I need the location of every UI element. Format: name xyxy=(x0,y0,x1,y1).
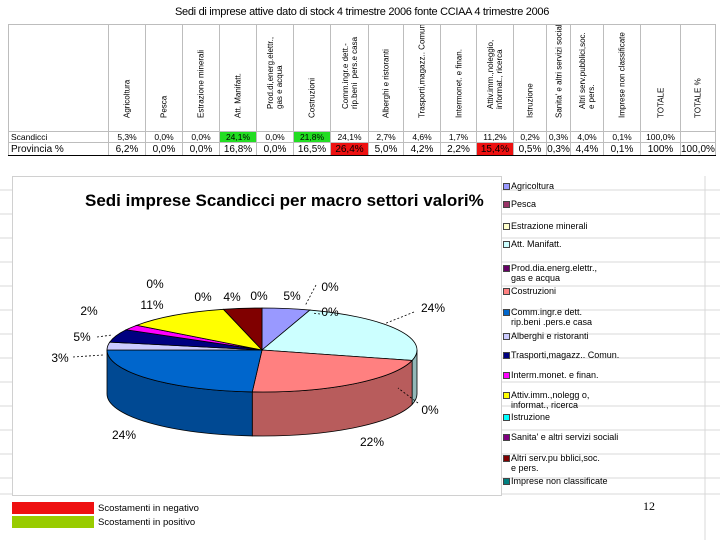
table-cell: 100,0% xyxy=(680,142,716,156)
column-header: Imprese non classificate xyxy=(603,24,641,132)
legend-label: Agricoltura xyxy=(511,181,555,191)
legend-swatch xyxy=(503,352,510,359)
legend-swatch xyxy=(503,288,510,295)
legend-swatch xyxy=(503,201,510,208)
pie-slice xyxy=(106,349,263,393)
legend-swatch xyxy=(503,392,510,399)
pie-data-label: 4% xyxy=(223,290,241,304)
pie-data-label: 2% xyxy=(80,304,98,318)
legend-swatch xyxy=(503,265,510,272)
sector-table: Agricoltura Pesca Estrazione minerali Att. … xyxy=(8,24,716,156)
pie-data-label: 0% xyxy=(194,290,212,304)
chart-legend: Agricoltura Pesca Estrazione minerali Att. … xyxy=(500,176,700,494)
legend-label: Prod.dia.energ.elettr., gas e acqua xyxy=(511,263,598,283)
pie-data-label: 0% xyxy=(321,280,339,294)
legend-label: Estrazione minerali xyxy=(511,221,588,231)
legend-swatch xyxy=(503,434,510,441)
table-cell: 15,4% xyxy=(476,142,514,156)
pie-data-label: 0% xyxy=(321,305,339,319)
column-header: Istruzione xyxy=(513,24,547,132)
legend-label: Comm.ingr.e dett. rip.beni .pers.e casa xyxy=(511,307,593,327)
pie-leader-line xyxy=(304,284,317,307)
legend-swatch xyxy=(503,478,510,485)
table-cell: 26,4% xyxy=(330,142,369,156)
legend-swatch xyxy=(503,309,510,316)
key-positive-swatch xyxy=(12,516,94,528)
header-row: Agricoltura Pesca Estrazione minerali Att. … xyxy=(8,24,716,132)
legend-label: Trasporti,magazz.. Comun. xyxy=(511,350,620,360)
pie-data-label: 0% xyxy=(250,289,268,303)
legend-swatch xyxy=(503,241,510,248)
legend-swatch xyxy=(503,333,510,340)
legend-label: Interm.monet. e finan. xyxy=(511,370,599,380)
legend-label: Costruzioni xyxy=(511,286,557,296)
pie-slice xyxy=(251,349,414,393)
legend-swatch xyxy=(503,455,510,462)
table-cell: 5,0% xyxy=(368,142,404,156)
table-cell: 6,2% xyxy=(108,142,146,156)
table-cell: 4,2% xyxy=(403,142,441,156)
pie-leader-line xyxy=(383,311,415,325)
key-negative-label: Scostamenti in negativo xyxy=(98,503,199,514)
legend-swatch xyxy=(503,372,510,379)
column-header: Pesca xyxy=(145,24,183,132)
pie-data-label: 0% xyxy=(146,277,164,291)
chart-title: Sedi imprese Scandicci per macro settori… xyxy=(85,191,484,210)
legend-swatch xyxy=(503,223,510,230)
pie-leader-line xyxy=(72,354,104,358)
legend-label: Istruzione xyxy=(511,412,551,422)
pie-data-label: 11% xyxy=(140,298,163,312)
key-negative-swatch xyxy=(12,502,94,514)
table-cell: 100% xyxy=(640,142,681,156)
table-row-provincia: Provincia % 6,2% 0,0% 0,0% 16,8% 0,0% 16,5% 26… xyxy=(8,142,716,156)
legend-swatch xyxy=(503,414,510,421)
table-cell: 0,1% xyxy=(603,142,641,156)
legend-label: Attiv.imm.,nolegg o, informat., ricerca xyxy=(511,390,590,410)
key-positive-label: Scostamenti in positivo xyxy=(98,517,196,528)
header-corner xyxy=(8,24,109,132)
legend-label: Imprese non classificate xyxy=(511,476,608,486)
pie-leader-line xyxy=(311,312,321,315)
legend-label: Pesca xyxy=(511,199,537,209)
pie-leader-line xyxy=(96,334,113,338)
pie-data-label: 24% xyxy=(112,428,136,442)
row-label: Provincia % xyxy=(8,142,109,156)
legend-label: Altri serv.pu bblici,soc. e pers. xyxy=(511,453,600,473)
column-header: Agricoltura xyxy=(108,24,146,132)
column-header: Sanita' e altri servizi sociali xyxy=(546,24,571,132)
page-number: 12 xyxy=(643,499,655,513)
legend-label: Att. Manifatt. xyxy=(511,239,562,249)
legend-label: Sanita' e altri servizi sociali xyxy=(511,432,619,442)
column-header: TOTALE xyxy=(640,24,681,132)
legend-swatch xyxy=(503,183,510,190)
pie-slice xyxy=(135,308,264,351)
pie-slice xyxy=(260,309,418,361)
pie-data-label: 22% xyxy=(360,435,384,449)
pie-data-label: 5% xyxy=(283,289,301,303)
pie-data-label: 3% xyxy=(51,351,69,365)
pie-slice xyxy=(222,307,263,352)
pie-data-label: 24% xyxy=(421,301,445,315)
legend-label: Alberghi e ristoranti xyxy=(511,331,589,341)
pie-leader-line xyxy=(397,387,419,404)
column-header: TOTALE % xyxy=(680,24,716,132)
table-title: Sedi di imprese attive dato di stock 4 t… xyxy=(175,6,550,18)
column-header: Att. Manifatt. xyxy=(219,24,257,132)
pie-data-label: 5% xyxy=(73,330,91,344)
pie-data-label: 0% xyxy=(421,403,439,417)
